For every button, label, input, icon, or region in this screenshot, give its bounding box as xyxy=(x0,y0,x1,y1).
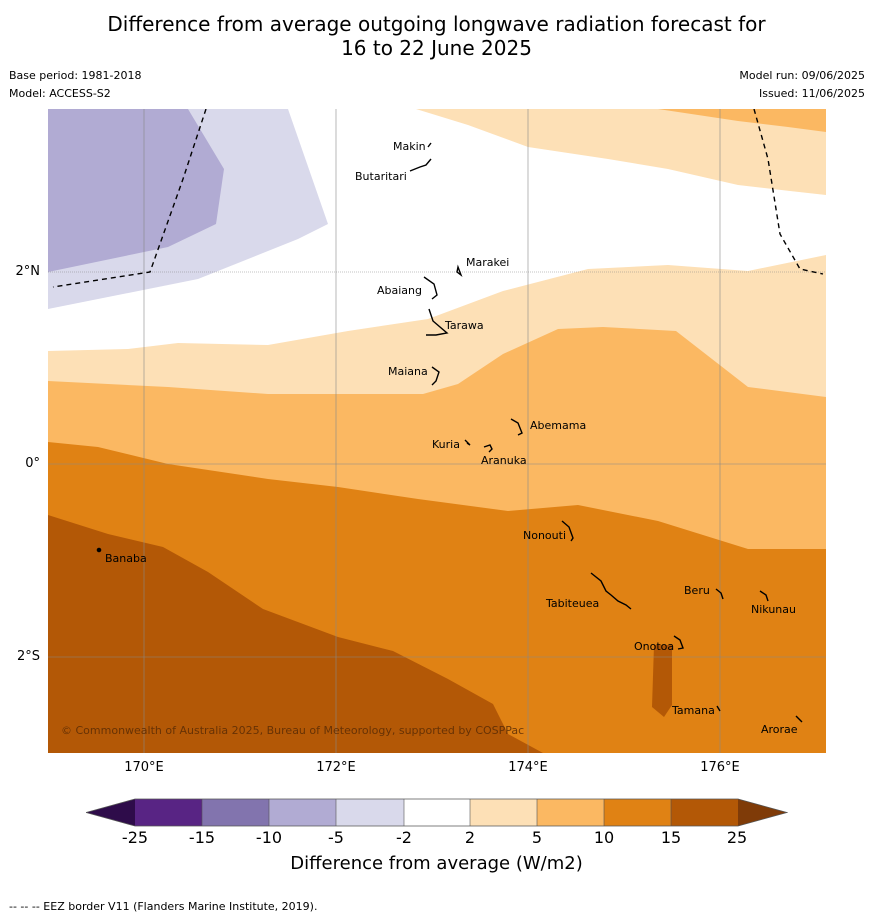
lon-label-174: 174°E xyxy=(508,760,548,775)
island-aranuka xyxy=(483,444,493,453)
island-butaritari xyxy=(409,158,432,172)
island-abaiang xyxy=(423,276,438,300)
island-beru xyxy=(715,588,724,600)
base-period: Base period: 1981-2018 xyxy=(9,69,142,82)
label-tabiteuea: Tabiteuea xyxy=(546,597,600,610)
lat-label-0: 0° xyxy=(25,456,40,471)
island-tabiteuea xyxy=(590,572,632,610)
cbar-dividers xyxy=(201,799,672,826)
label-beru: Beru xyxy=(684,584,710,597)
cbar-tick-9: 15 xyxy=(660,828,682,847)
label-onotoa: Onotoa xyxy=(634,640,675,653)
lat-label-2s: 2°S xyxy=(16,649,40,664)
cbar-tick-6: 2 xyxy=(464,828,476,847)
cbar-tick-8: 10 xyxy=(593,828,615,847)
island-maiana xyxy=(431,366,440,386)
map-area: Makin Butaritari Marakei Abaiang Tarawa … xyxy=(48,109,826,753)
cbar-seg-6 xyxy=(470,799,537,826)
label-makin: Makin xyxy=(393,140,426,153)
title-line-1: Difference from average outgoing longwav… xyxy=(107,12,766,36)
model-run: Model run: 09/06/2025 xyxy=(739,69,865,82)
eez-border-east xyxy=(753,109,824,275)
label-butaritari: Butaritari xyxy=(355,170,407,183)
cbar-tick-2: -15 xyxy=(188,828,216,847)
copyright-notice: © Commonwealth of Australia 2025, Bureau… xyxy=(61,724,525,737)
chart-title: Difference from average outgoing longwav… xyxy=(0,12,873,60)
cbar-seg-2 xyxy=(202,799,269,826)
island-tamana xyxy=(716,705,721,712)
eez-border xyxy=(52,109,824,288)
meta-right: Model run: 09/06/2025 Issued: 11/06/2025 xyxy=(739,67,865,103)
island-onotoa xyxy=(673,635,684,650)
colorbar xyxy=(86,798,788,828)
label-arorae: Arorae xyxy=(761,723,798,736)
eez-legend-footer: -- -- -- EEZ border V11 (Flanders Marine… xyxy=(9,900,318,913)
label-nonouti: Nonouti xyxy=(523,529,567,542)
label-maiana: Maiana xyxy=(388,365,428,378)
cbar-tick-10: 25 xyxy=(726,828,748,847)
graticule xyxy=(48,109,826,753)
map-svg xyxy=(48,109,826,753)
region-15-25-small xyxy=(652,645,672,717)
region-15-25 xyxy=(48,515,543,753)
island-makin xyxy=(427,142,432,148)
island-nikunau xyxy=(759,590,769,602)
lat-label-2n: 2°N xyxy=(15,264,41,279)
region-minus10-minus5 xyxy=(48,109,224,272)
cbar-tick-5: -2 xyxy=(396,828,412,847)
cbar-seg-1 xyxy=(135,799,202,826)
region-5-10-top xyxy=(658,109,826,132)
cbar-tick-1: -25 xyxy=(121,828,149,847)
cbar-over xyxy=(738,799,787,826)
colorbar-label: Difference from average (W/m2) xyxy=(290,853,583,874)
cbar-seg-7 xyxy=(537,799,604,826)
lon-label-176: 176°E xyxy=(700,760,740,775)
cbar-under xyxy=(86,799,135,826)
lon-label-172: 172°E xyxy=(316,760,356,775)
label-kuria: Kuria xyxy=(432,438,460,451)
label-abaiang: Abaiang xyxy=(377,284,422,297)
lon-label-170: 170°E xyxy=(124,760,164,775)
cbar-tick-7: 5 xyxy=(531,828,543,847)
label-abemama: Abemama xyxy=(530,419,587,432)
cbar-seg-5 xyxy=(404,799,470,826)
island-tarawa xyxy=(426,308,449,336)
label-banaba: Banaba xyxy=(105,552,147,565)
model-name: Model: ACCESS-S2 xyxy=(9,87,111,100)
eez-border-west xyxy=(52,109,207,288)
label-tamana: Tamana xyxy=(672,704,715,717)
island-nonouti xyxy=(561,520,574,542)
cbar-tick-4: -5 xyxy=(328,828,344,847)
island-abemama xyxy=(510,418,523,436)
cbar-seg-3 xyxy=(269,799,336,826)
label-nikunau: Nikunau xyxy=(751,603,796,616)
title-line-2: 16 to 22 June 2025 xyxy=(341,36,532,60)
cbar-seg-4 xyxy=(336,799,404,826)
label-tarawa: Tarawa xyxy=(445,319,484,332)
island-kuria xyxy=(464,439,471,446)
cbar-seg-9 xyxy=(671,799,738,826)
issued-date: Issued: 11/06/2025 xyxy=(758,87,865,100)
colorbar-svg xyxy=(86,798,788,827)
island-outlines xyxy=(96,142,803,723)
label-marakei: Marakei xyxy=(466,256,510,269)
cbar-outline xyxy=(86,798,788,827)
island-arorae xyxy=(795,715,803,723)
meta-left: Base period: 1981-2018 Model: ACCESS-S2 xyxy=(9,67,141,103)
region-2-5-top xyxy=(416,109,826,195)
cbar-tick-3: -10 xyxy=(255,828,283,847)
label-aranuka: Aranuka xyxy=(481,454,527,467)
island-marakei xyxy=(456,264,463,277)
island-banaba xyxy=(96,547,102,553)
cbar-seg-8 xyxy=(604,799,671,826)
